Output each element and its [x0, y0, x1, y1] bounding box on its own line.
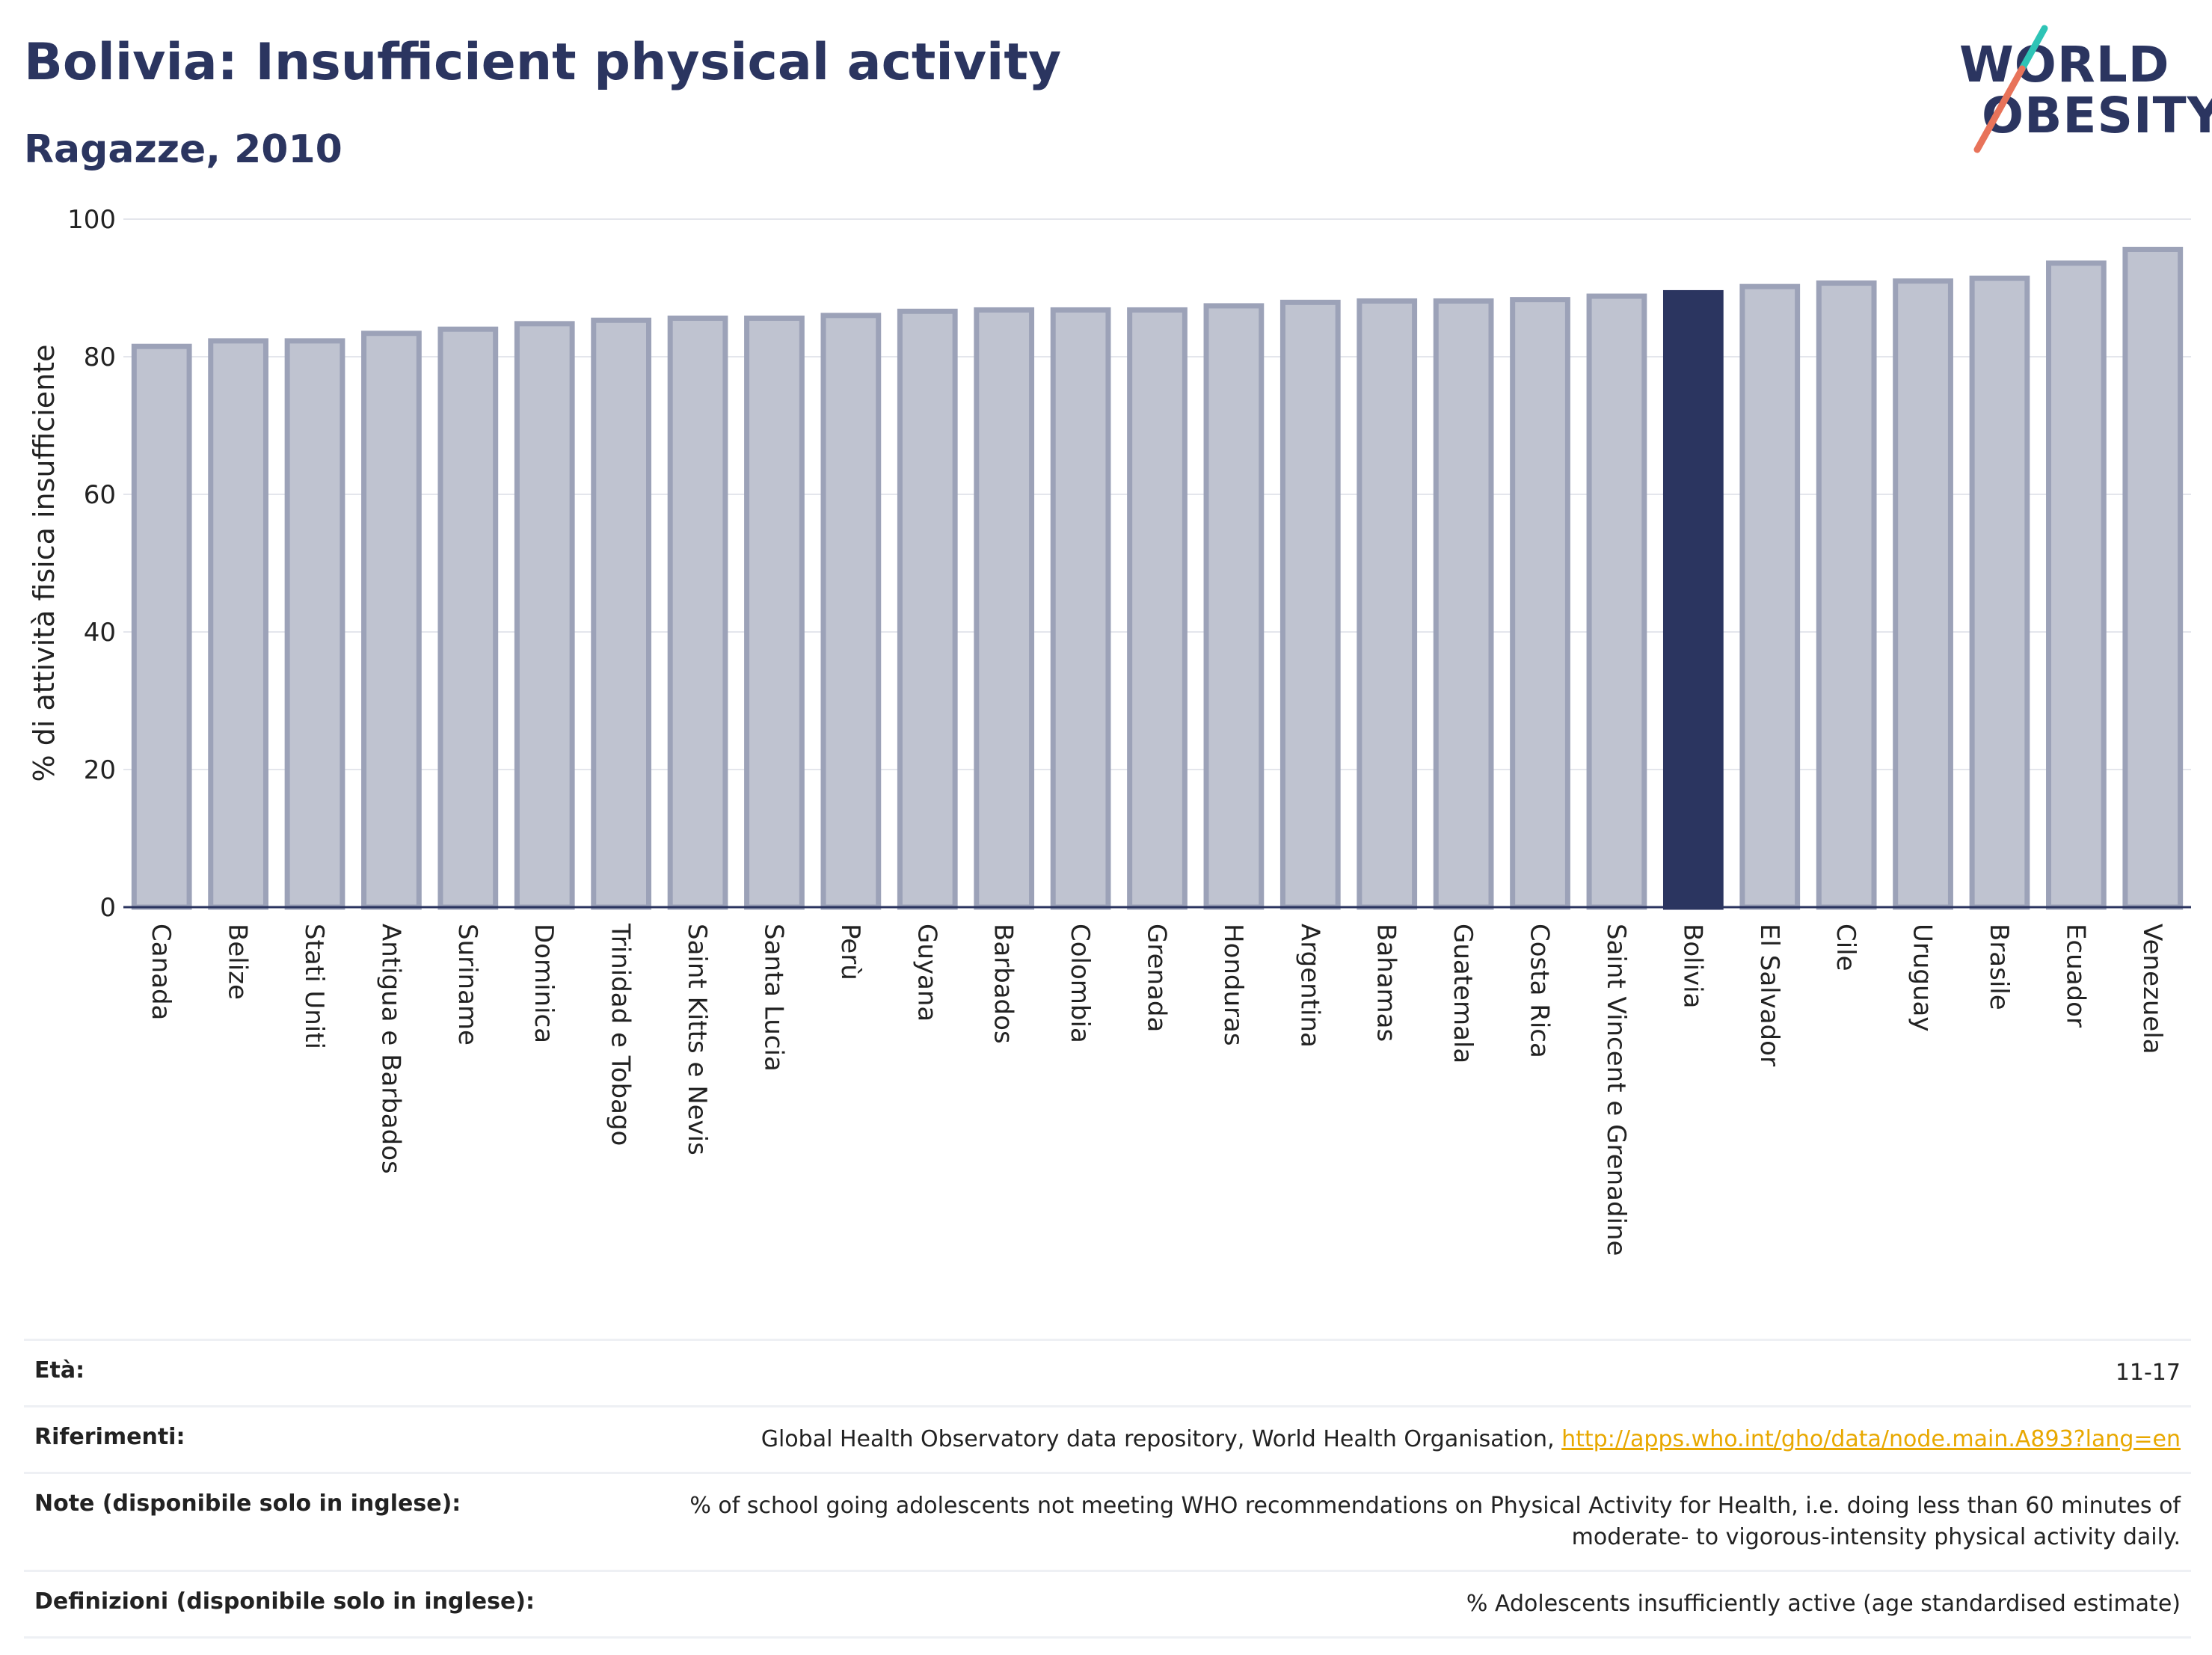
x-tick-label: Perù — [835, 924, 865, 980]
bar — [1433, 298, 1494, 910]
bar — [2122, 246, 2184, 910]
x-tick-label: Venezuela — [2137, 924, 2167, 1054]
x-tick-label: Saint Kitts e Nevis — [682, 924, 712, 1155]
bar — [1279, 299, 1341, 910]
x-axis-labels: Canada Belize Stati Uniti Antigua e Barbado… — [146, 923, 2167, 1256]
bar — [744, 315, 805, 910]
definitions-row: Definizioni (disponibile solo in inglese… — [24, 1572, 2191, 1639]
definitions-value: % Adolescents insufficiently active (age… — [1466, 1591, 2181, 1617]
bar — [361, 331, 422, 910]
y-tick-label: 20 — [84, 755, 116, 785]
definitions-label: Definizioni (disponibile solo in inglese… — [34, 1588, 535, 1615]
x-tick-label: Grenada — [1142, 924, 1172, 1032]
x-tick-label: Costa Rica — [1525, 924, 1555, 1058]
x-tick-label: Antigua e Barbados — [375, 924, 405, 1174]
x-tick-label: El Salvador — [1754, 924, 1784, 1066]
y-tick-label: 80 — [84, 343, 116, 372]
bars — [131, 246, 2184, 910]
notes-label: Note (disponibile solo in inglese): — [34, 1490, 461, 1517]
x-tick-label: Honduras — [1218, 924, 1248, 1046]
bar — [208, 338, 268, 910]
y-axis-ticks: 0 20 40 60 80 100 — [67, 205, 116, 923]
x-tick-label: Bolivia — [1677, 924, 1707, 1008]
y-axis-title: % di attività fisica insufficiente — [28, 345, 61, 782]
bar — [1586, 293, 1647, 910]
age-row: Età: 11-17 — [24, 1341, 2191, 1407]
x-tick-label: Santa Lucia — [758, 924, 788, 1072]
bar — [284, 338, 345, 910]
bar — [1969, 275, 2030, 910]
bar — [591, 317, 652, 910]
bar — [974, 307, 1035, 910]
x-tick-label: Saint Vincent e Grenadine — [1601, 924, 1631, 1256]
bar — [1510, 297, 1570, 910]
y-tick-label: 40 — [84, 618, 116, 648]
x-tick-label: Ecuador — [2060, 924, 2090, 1028]
logo-line-2: OBESITY — [1982, 87, 2212, 144]
chart-title: Bolivia: Insufficient physical activity — [24, 33, 1062, 92]
x-tick-label: Trinidad e Tobago — [606, 923, 636, 1146]
x-tick-label: Suriname — [452, 924, 482, 1045]
references-link[interactable]: http://apps.who.int/gho/data/node.main.A… — [1561, 1426, 2181, 1452]
x-tick-label: Belize — [223, 924, 253, 1000]
logo-line-1: WORLD — [1959, 36, 2170, 93]
bar — [1357, 298, 1418, 910]
references-row: Riferimenti: Global Health Observatory d… — [24, 1407, 2191, 1474]
bar — [1816, 280, 1877, 910]
bar-chart: 0 20 40 60 80 100 Canada Belize Stati Uniti Anti… — [28, 205, 2191, 1256]
world-obesity-logo: WORLD OBESITY — [1944, 22, 2212, 157]
bar — [514, 321, 575, 910]
bar-highlighted — [1662, 289, 1724, 910]
bar — [820, 313, 882, 910]
x-tick-label: Guatemala — [1448, 924, 1478, 1063]
bar — [1127, 307, 1188, 910]
x-tick-label: Cile — [1831, 924, 1861, 971]
age-value: 11-17 — [2115, 1360, 2181, 1386]
references-value: Global Health Observatory data repositor… — [761, 1424, 2181, 1455]
bar — [437, 326, 499, 910]
y-tick-label: 100 — [67, 205, 116, 235]
y-tick-label: 60 — [84, 480, 116, 510]
x-tick-label: Stati Uniti — [299, 924, 329, 1049]
bar — [667, 315, 728, 910]
references-label: Riferimenti: — [34, 1424, 185, 1450]
notes-row: Note (disponibile solo in inglese): % of… — [24, 1474, 2191, 1572]
bar — [1203, 303, 1265, 910]
bar — [1739, 283, 1801, 910]
bar — [1893, 278, 1953, 910]
y-tick-label: 0 — [99, 893, 116, 923]
bar — [1050, 307, 1111, 910]
references-text: Global Health Observatory data repositor… — [761, 1426, 1562, 1452]
bar — [2046, 260, 2107, 910]
x-tick-label: Dominica — [529, 924, 559, 1043]
x-tick-label: Barbados — [989, 924, 1019, 1044]
logo-slash-icon — [1973, 25, 2048, 153]
age-label: Età: — [34, 1357, 85, 1384]
x-tick-label: Colombia — [1065, 924, 1095, 1043]
chart-subtitle: Ragazze, 2010 — [24, 127, 342, 172]
bar — [897, 308, 958, 910]
x-tick-label: Bahamas — [1371, 924, 1401, 1042]
info-table: Età: 11-17 Riferimenti: Global Health Ob… — [24, 1339, 2191, 1639]
x-tick-label: Brasile — [1984, 924, 2014, 1010]
x-tick-label: Argentina — [1294, 924, 1324, 1048]
x-tick-label: Guyana — [912, 924, 941, 1022]
notes-value: % of school going adolescents not meetin… — [689, 1493, 2181, 1550]
x-tick-label: Uruguay — [1908, 924, 1938, 1032]
x-tick-label: Canada — [146, 924, 176, 1020]
bar — [131, 343, 192, 910]
